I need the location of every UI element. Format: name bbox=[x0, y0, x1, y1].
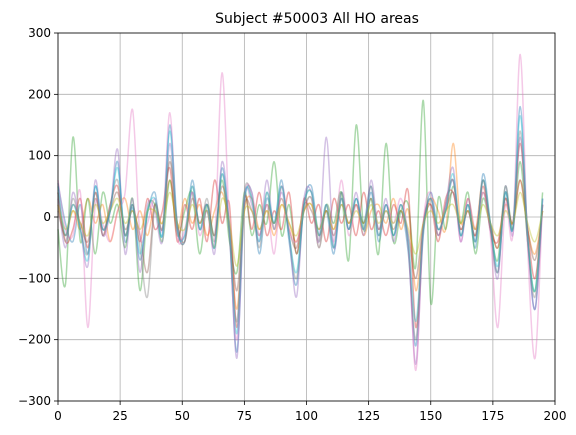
x-tick-label: 100 bbox=[295, 409, 318, 423]
y-tick-label: 0 bbox=[43, 210, 51, 224]
x-tick-label: 175 bbox=[481, 409, 504, 423]
series-line-5 bbox=[57, 136, 544, 365]
series-line-9 bbox=[57, 191, 544, 267]
series-line-8 bbox=[57, 130, 544, 341]
x-tick-label: 125 bbox=[357, 409, 380, 423]
y-tick-label: −200 bbox=[18, 333, 51, 347]
y-tick-label: 100 bbox=[28, 149, 51, 163]
series-line-7 bbox=[57, 53, 544, 372]
series-line-2 bbox=[57, 142, 544, 310]
series-line-1 bbox=[57, 105, 544, 353]
series-line-10 bbox=[57, 115, 544, 335]
grid-lines bbox=[57, 32, 556, 402]
series-line-3 bbox=[57, 99, 544, 306]
y-tick-label: −300 bbox=[18, 394, 51, 408]
x-axis: 0 25 50 75 100 125 150 175 200 bbox=[54, 401, 566, 423]
x-tick-label: 150 bbox=[419, 409, 442, 423]
x-tick-label: 75 bbox=[237, 409, 252, 423]
y-axis: −300 −200 −100 0 100 200 300 bbox=[18, 26, 58, 408]
y-tick-label: −100 bbox=[18, 271, 51, 285]
x-tick-label: 200 bbox=[544, 409, 567, 423]
x-tick-label: 25 bbox=[112, 409, 127, 423]
x-tick-label: 50 bbox=[175, 409, 190, 423]
series-line-6 bbox=[57, 161, 544, 292]
chart-title: Subject #50003 All HO areas bbox=[215, 11, 419, 27]
series-lines bbox=[57, 53, 544, 372]
y-tick-label: 200 bbox=[28, 87, 51, 101]
series-line-4 bbox=[57, 142, 544, 329]
y-tick-label: 300 bbox=[28, 26, 51, 40]
x-tick-label: 0 bbox=[54, 409, 62, 423]
